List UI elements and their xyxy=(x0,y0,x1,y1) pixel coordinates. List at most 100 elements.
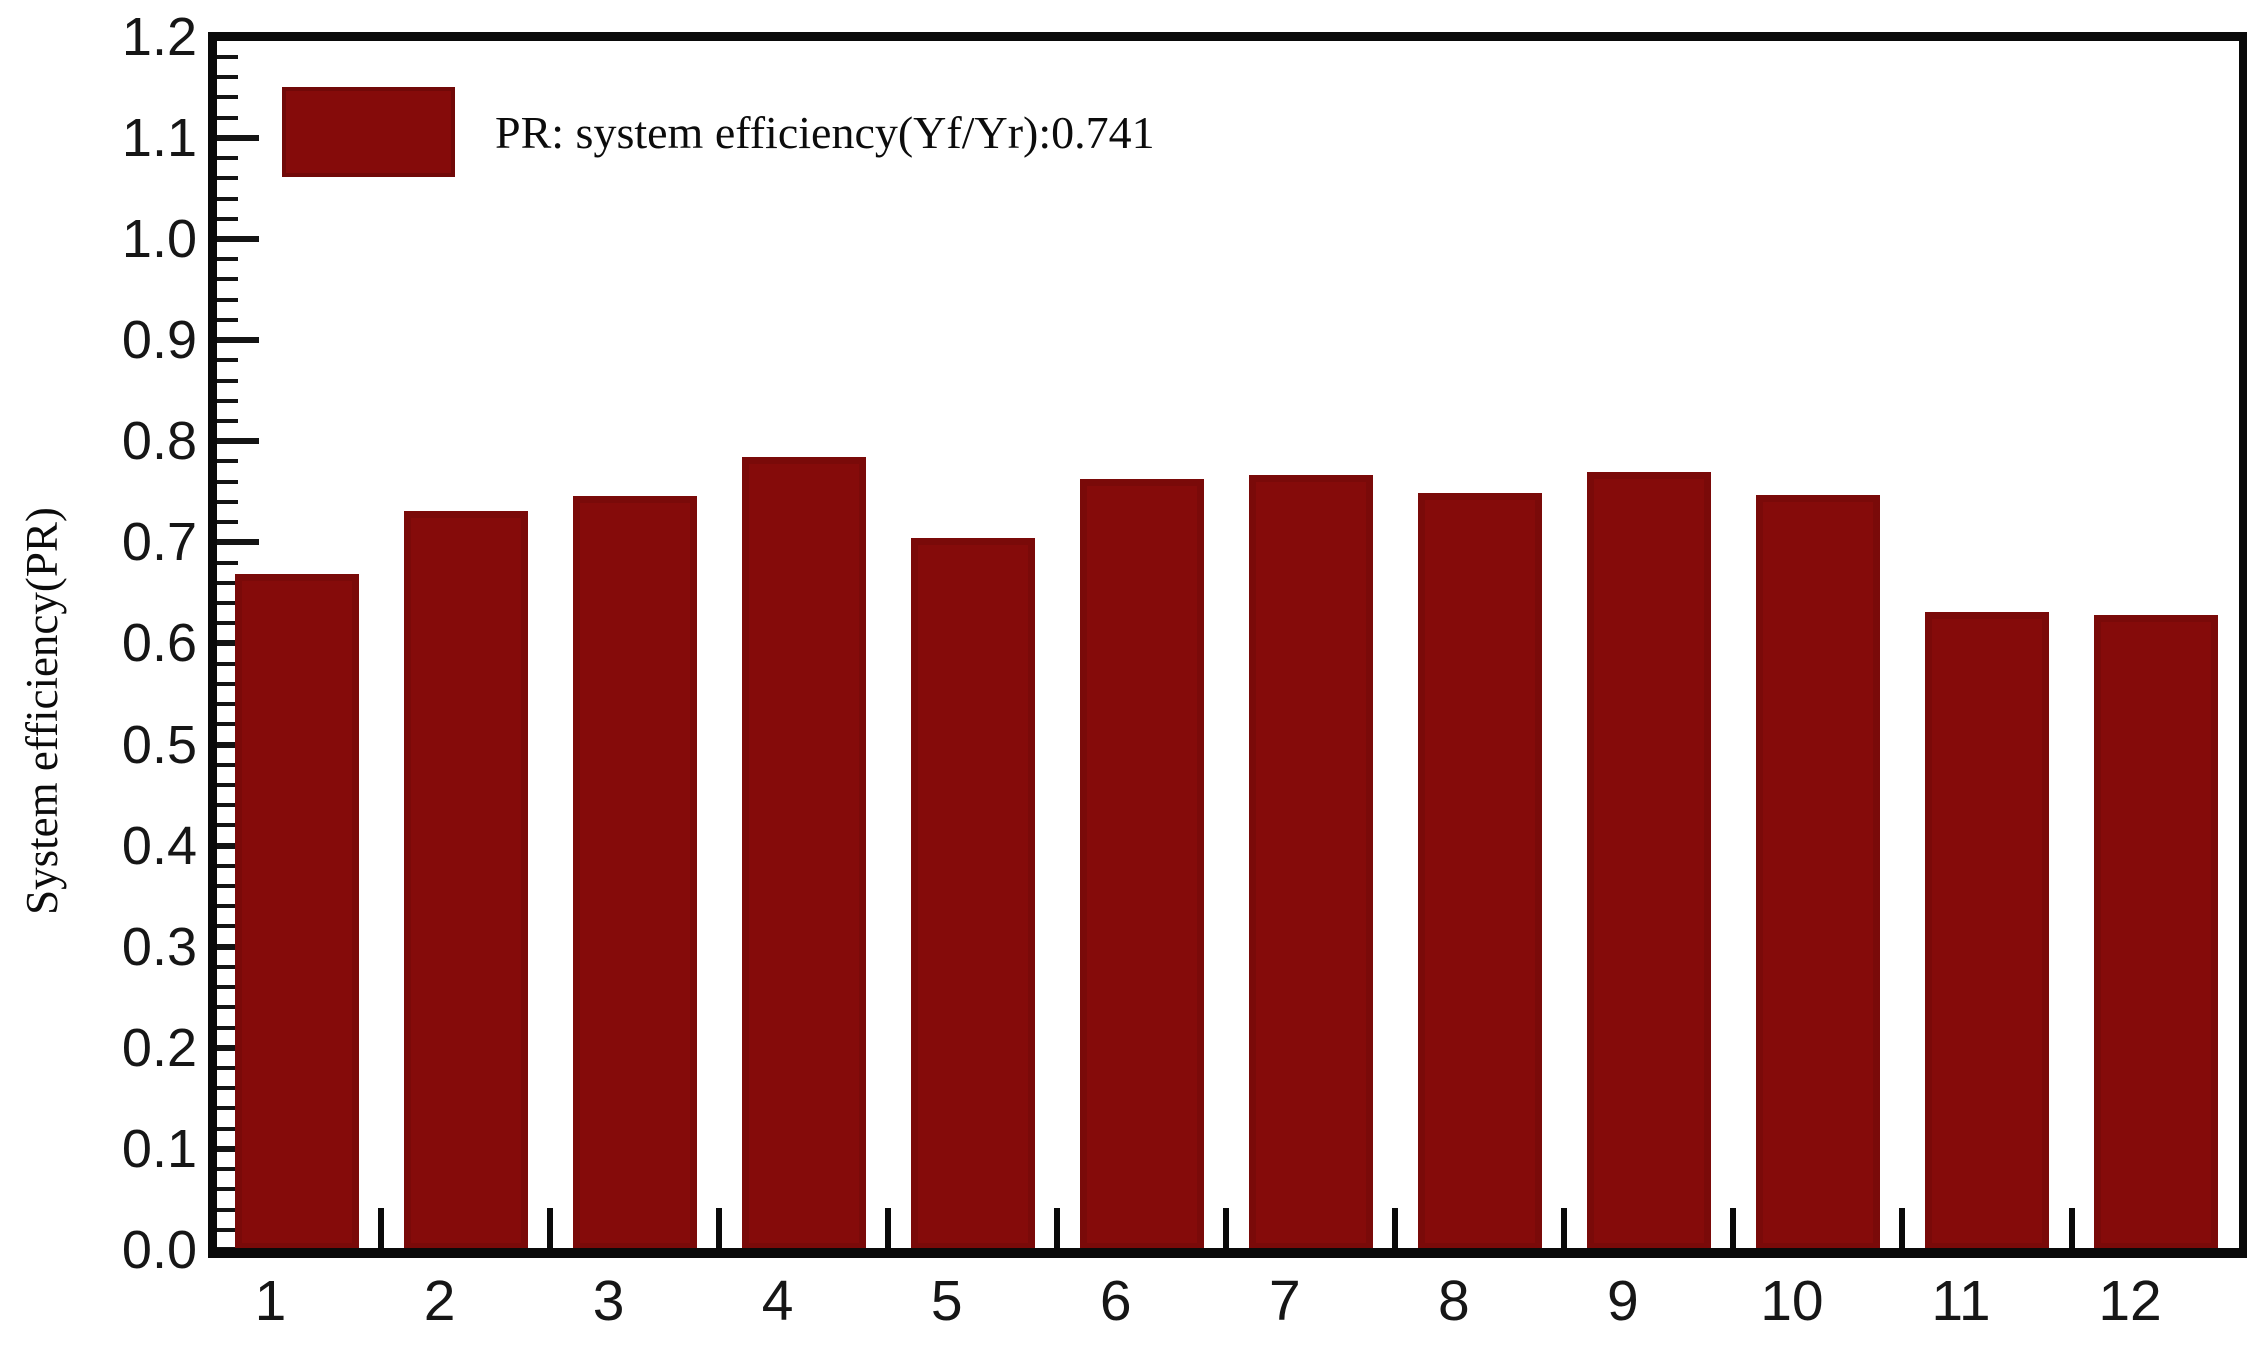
y-minor-tick xyxy=(217,1025,238,1030)
bar-month-3 xyxy=(572,495,697,1250)
x-boundary-tick xyxy=(716,1208,723,1248)
x-axis-spine-bottom xyxy=(208,1248,2247,1258)
y-minor-tick xyxy=(217,95,238,100)
bar-month-10 xyxy=(1755,494,1880,1250)
y-minor-tick xyxy=(217,277,238,282)
x-tick-label: 5 xyxy=(930,1269,963,1333)
y-tick-label: 1.2 xyxy=(121,6,197,67)
x-tick-label: 12 xyxy=(2098,1269,2162,1333)
y-minor-tick xyxy=(217,499,238,504)
bar-month-11 xyxy=(1925,612,2049,1250)
x-tick-label: 7 xyxy=(1268,1269,1301,1333)
y-minor-tick xyxy=(217,964,238,969)
y-major-tick xyxy=(217,438,259,445)
legend-color-swatch xyxy=(282,87,455,177)
x-boundary-tick xyxy=(1730,1208,1737,1248)
y-tick-label: 0.4 xyxy=(121,815,197,876)
y-minor-tick xyxy=(217,358,238,363)
x-tick-label: 11 xyxy=(1931,1269,1991,1333)
y-minor-tick xyxy=(217,1187,238,1192)
y-minor-tick xyxy=(217,985,238,990)
y-minor-tick xyxy=(217,297,238,302)
x-tick-label: 6 xyxy=(1099,1269,1132,1333)
axis-spine-right xyxy=(2239,32,2247,1258)
x-boundary-tick xyxy=(1392,1208,1399,1248)
y-tick-label: 0.8 xyxy=(121,411,197,472)
y-tick-label: 0.7 xyxy=(121,512,197,573)
x-boundary-tick xyxy=(1561,1208,1568,1248)
y-major-tick xyxy=(217,539,259,546)
y-tick-label: 0.6 xyxy=(121,613,197,674)
y-minor-tick xyxy=(217,1066,238,1071)
y-minor-tick xyxy=(217,1005,238,1010)
x-boundary-tick xyxy=(547,1208,554,1248)
y-minor-tick xyxy=(217,1086,238,1091)
y-minor-tick xyxy=(217,1207,238,1212)
x-boundary-tick xyxy=(2068,1208,2075,1248)
legend-label: PR: system efficiency(Yf/Yr):0.741 xyxy=(495,106,1155,158)
y-major-tick xyxy=(217,337,259,344)
y-minor-tick xyxy=(217,924,238,929)
y-minor-tick xyxy=(217,1227,238,1232)
x-tick-label: 2 xyxy=(423,1269,456,1333)
y-minor-tick xyxy=(217,520,238,525)
y-minor-tick xyxy=(217,702,238,707)
bar-month-1 xyxy=(234,573,359,1250)
legend: PR: system efficiency(Yf/Yr):0.741 xyxy=(282,87,1155,177)
y-axis-spine-left xyxy=(208,32,217,1258)
bar-month-9 xyxy=(1586,471,1711,1250)
y-minor-tick xyxy=(217,115,238,120)
y-minor-tick xyxy=(217,75,238,80)
y-major-tick xyxy=(217,134,259,141)
y-minor-tick xyxy=(217,600,238,605)
y-tick-label: 0.0 xyxy=(121,1220,197,1280)
y-minor-tick xyxy=(217,681,238,686)
axis-spine-top xyxy=(208,32,2247,41)
y-minor-tick xyxy=(217,762,238,767)
y-minor-tick xyxy=(217,661,238,666)
bar-month-5 xyxy=(910,538,1035,1250)
y-tick-label: 0.1 xyxy=(121,1118,197,1179)
y-tick-label: 1.1 xyxy=(121,107,197,168)
bar-month-6 xyxy=(1079,478,1204,1250)
x-boundary-tick xyxy=(1223,1208,1230,1248)
y-axis-title: System efficiency(PR) xyxy=(17,507,67,915)
y-minor-tick xyxy=(217,722,238,727)
y-minor-tick xyxy=(217,904,238,909)
y-minor-tick xyxy=(217,479,238,484)
y-minor-tick xyxy=(217,884,238,889)
x-tick-label: 1 xyxy=(254,1269,287,1333)
y-tick-label: 0.5 xyxy=(121,714,197,775)
y-tick-label: 0.9 xyxy=(121,310,197,371)
y-minor-tick xyxy=(217,196,238,201)
y-minor-tick xyxy=(217,560,238,565)
x-boundary-tick xyxy=(1899,1208,1906,1248)
x-tick-label: 3 xyxy=(592,1269,625,1333)
bar-month-12 xyxy=(2094,615,2219,1250)
y-minor-tick xyxy=(217,863,238,868)
y-minor-tick xyxy=(217,55,238,60)
y-major-tick xyxy=(217,236,259,242)
y-minor-tick xyxy=(217,156,238,161)
x-tick-label: 8 xyxy=(1437,1269,1470,1333)
y-minor-tick xyxy=(217,176,238,181)
x-tick-label: 10 xyxy=(1760,1269,1824,1333)
y-minor-tick xyxy=(217,803,238,808)
y-tick-label: 0.2 xyxy=(121,1017,197,1078)
y-minor-tick xyxy=(217,782,238,787)
y-tick-label: 0.3 xyxy=(121,916,197,977)
y-minor-tick xyxy=(217,1106,238,1111)
y-minor-tick xyxy=(217,317,238,322)
y-minor-tick xyxy=(217,580,238,585)
x-tick-label: 9 xyxy=(1607,1269,1639,1333)
x-boundary-tick xyxy=(378,1208,385,1248)
y-minor-tick xyxy=(217,1167,238,1172)
y-minor-tick xyxy=(217,1126,238,1131)
y-tick-label: 1.0 xyxy=(121,209,197,269)
x-boundary-tick xyxy=(1054,1208,1061,1248)
y-minor-tick xyxy=(217,216,238,221)
x-tick-label: 4 xyxy=(761,1269,794,1333)
y-minor-tick xyxy=(217,418,238,423)
bar-month-8 xyxy=(1417,492,1542,1250)
